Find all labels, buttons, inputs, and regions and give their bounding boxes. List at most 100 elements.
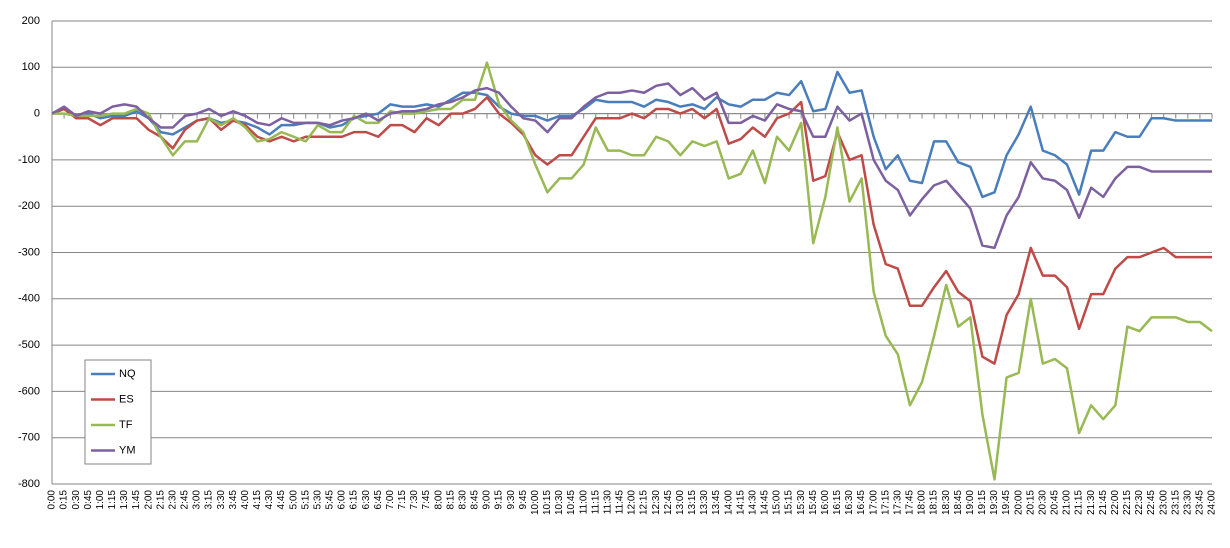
x-tick-label: 7:15 bbox=[397, 490, 408, 510]
x-tick-label: 11:00 bbox=[578, 490, 589, 515]
x-tick-label: 0:30 bbox=[71, 490, 82, 510]
x-tick-label: 3:15 bbox=[204, 490, 215, 510]
x-tick-label: 22:15 bbox=[1122, 490, 1133, 515]
x-tick-label: 13:15 bbox=[687, 490, 698, 515]
x-tick-label: 14:00 bbox=[723, 490, 734, 515]
x-tick-label: 10:45 bbox=[566, 490, 577, 515]
x-tick-label: 8:15 bbox=[445, 490, 456, 510]
x-tick-label: 20:30 bbox=[1037, 490, 1048, 515]
x-tick-label: 9:15 bbox=[494, 490, 505, 510]
x-tick-label: 4:45 bbox=[276, 490, 287, 510]
x-tick-label: 16:45 bbox=[856, 490, 867, 515]
x-tick-label: 6:45 bbox=[373, 490, 384, 510]
x-tick-label: 21:45 bbox=[1098, 490, 1109, 515]
y-tick-label: -300 bbox=[18, 246, 40, 258]
x-tick-label: 13:30 bbox=[699, 490, 710, 515]
x-tick-label: 20:15 bbox=[1025, 490, 1036, 515]
x-tick-label: 12:30 bbox=[651, 490, 662, 515]
x-tick-label: 1:15 bbox=[107, 490, 118, 510]
x-tick-label: 7:30 bbox=[409, 490, 420, 510]
x-tick-label: 3:45 bbox=[228, 490, 239, 510]
x-tick-label: 1:00 bbox=[95, 490, 106, 510]
x-tick-label: 14:15 bbox=[735, 490, 746, 515]
x-tick-label: 18:30 bbox=[941, 490, 952, 515]
x-tick-label: 5:45 bbox=[325, 490, 336, 510]
x-tick-label: 4:00 bbox=[240, 490, 251, 510]
x-tick-label: 8:00 bbox=[433, 490, 444, 510]
x-tick-label: 17:00 bbox=[868, 490, 879, 515]
x-tick-label: 0:00 bbox=[47, 490, 58, 510]
x-tick-label: 11:15 bbox=[590, 490, 601, 515]
y-tick-label: 100 bbox=[22, 61, 40, 73]
x-tick-label: 19:15 bbox=[977, 490, 988, 515]
y-tick-label: 200 bbox=[22, 15, 40, 27]
x-tick-label: 14:45 bbox=[760, 490, 771, 515]
x-tick-label: 21:15 bbox=[1074, 490, 1085, 515]
x-tick-label: 19:45 bbox=[1001, 490, 1012, 515]
legend-label: NQ bbox=[119, 368, 136, 380]
x-tick-label: 22:45 bbox=[1146, 490, 1157, 515]
x-tick-label: 8:45 bbox=[470, 490, 481, 510]
x-tick-label: 15:15 bbox=[784, 490, 795, 515]
y-tick-label: -200 bbox=[18, 200, 40, 212]
x-tick-label: 12:00 bbox=[627, 490, 638, 515]
x-tick-label: 9:30 bbox=[506, 490, 517, 510]
x-tick-label: 12:15 bbox=[639, 490, 650, 515]
x-tick-label: 15:45 bbox=[808, 490, 819, 515]
series-line bbox=[51, 96, 1212, 365]
x-tick-label: 6:30 bbox=[361, 490, 372, 510]
x-tick-label: 1:45 bbox=[131, 490, 142, 510]
x-tick-label: 19:00 bbox=[965, 490, 976, 515]
x-tick-label: 19:30 bbox=[989, 490, 1000, 515]
y-tick-label: -700 bbox=[18, 432, 40, 444]
y-tick-label: -600 bbox=[18, 385, 40, 397]
x-tick-label: 0:15 bbox=[59, 490, 70, 510]
x-tick-label: 4:15 bbox=[252, 490, 263, 510]
x-tick-label: 6:00 bbox=[337, 490, 348, 510]
x-tick-label: 4:30 bbox=[264, 490, 275, 510]
x-tick-label: 20:00 bbox=[1013, 490, 1024, 515]
x-tick-label: 2:30 bbox=[167, 490, 178, 510]
x-tick-label: 3:30 bbox=[216, 490, 227, 510]
x-tick-label: 11:45 bbox=[615, 490, 626, 515]
x-tick-label: 13:00 bbox=[675, 490, 686, 515]
x-tick-label: 22:00 bbox=[1110, 490, 1121, 515]
y-tick-label: -100 bbox=[18, 154, 40, 166]
series-line bbox=[51, 70, 1212, 199]
x-tick-label: 9:00 bbox=[482, 490, 493, 510]
x-tick-label: 11:30 bbox=[602, 490, 613, 515]
x-tick-label: 14:30 bbox=[747, 490, 758, 515]
y-tick-label: -400 bbox=[18, 293, 40, 305]
x-tick-label: 23:00 bbox=[1158, 490, 1169, 515]
x-tick-label: 23:15 bbox=[1170, 490, 1181, 515]
x-tick-label: 3:00 bbox=[192, 490, 203, 510]
x-tick-label: 0:45 bbox=[83, 490, 94, 510]
x-tick-label: 17:45 bbox=[905, 490, 916, 515]
x-tick-label: 13:45 bbox=[711, 490, 722, 515]
y-tick-label: -800 bbox=[18, 478, 40, 490]
x-tick-label: 10:15 bbox=[542, 490, 553, 515]
x-tick-label: 6:15 bbox=[349, 490, 360, 510]
x-tick-label: 7:45 bbox=[421, 490, 432, 510]
x-tick-label: 17:15 bbox=[880, 490, 891, 515]
x-tick-label: 12:45 bbox=[663, 490, 674, 515]
x-tick-label: 5:30 bbox=[312, 490, 323, 510]
x-tick-label: 16:30 bbox=[844, 490, 855, 515]
x-tick-label: 16:00 bbox=[820, 490, 831, 515]
legend-box bbox=[84, 359, 152, 465]
x-tick-label: 15:00 bbox=[772, 490, 783, 515]
x-tick-label: 21:00 bbox=[1062, 490, 1073, 515]
x-tick-label: 7:00 bbox=[385, 490, 396, 510]
x-tick-label: 10:30 bbox=[554, 490, 565, 515]
y-tick-label: 0 bbox=[34, 108, 40, 120]
x-tick-label: 24:00 bbox=[1207, 490, 1218, 515]
x-tick-label: 22:30 bbox=[1134, 490, 1145, 515]
series-line bbox=[52, 61, 1213, 481]
x-tick-label: 5:00 bbox=[288, 490, 299, 510]
x-tick-label: 9:45 bbox=[518, 490, 529, 510]
x-tick-label: 18:00 bbox=[917, 490, 928, 515]
x-tick-label: 1:30 bbox=[119, 490, 130, 510]
x-tick-label: 18:45 bbox=[953, 490, 964, 515]
x-tick-label: 16:15 bbox=[832, 490, 843, 515]
